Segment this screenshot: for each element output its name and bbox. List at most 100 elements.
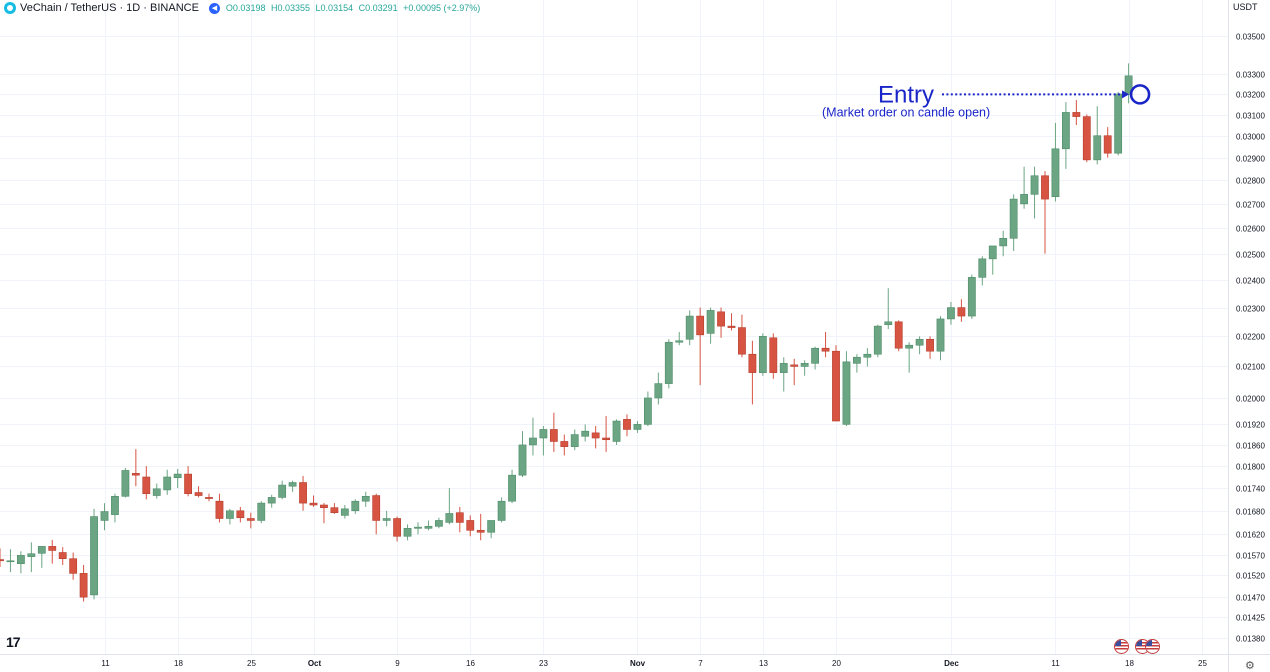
time-tick-label: 11 — [101, 659, 110, 668]
candle — [623, 414, 631, 437]
time-tick-label: 18 — [1125, 659, 1134, 668]
price-tick-label: 0.03300 — [1236, 71, 1265, 80]
candle — [100, 503, 109, 531]
price-axis[interactable]: 0.03500 0.03300 0.03200 0.03100 0.03000 0.029… — [1228, 0, 1266, 672]
price-tick-label: 0.01920 — [1236, 421, 1265, 430]
candle — [633, 421, 642, 433]
candle — [142, 466, 151, 500]
candle — [487, 520, 496, 539]
candle — [758, 333, 767, 376]
candle — [581, 424, 590, 442]
us-flag-icon[interactable] — [1145, 639, 1160, 654]
candle — [852, 354, 861, 373]
time-tick-label: 25 — [247, 659, 256, 668]
candle — [90, 508, 98, 600]
candle — [152, 483, 161, 499]
candle — [1114, 91, 1123, 156]
us-flag-icon[interactable] — [1114, 639, 1129, 654]
candle — [664, 339, 673, 389]
candle — [602, 416, 610, 452]
candle — [16, 551, 25, 574]
candle — [215, 493, 224, 523]
candle — [926, 336, 934, 359]
candle — [205, 493, 213, 502]
price-tick-label: 0.02700 — [1236, 201, 1265, 210]
time-axis[interactable]: 11 18 25 Oct 9 16 23 Nov 7 13 20 Dec 11 18 25 — [0, 654, 1270, 669]
price-tick-label: 0.01800 — [1236, 463, 1265, 472]
candle — [539, 426, 548, 456]
candle — [226, 508, 234, 525]
candle — [863, 348, 872, 367]
candle — [497, 497, 506, 523]
price-tick-label: 0.01520 — [1236, 572, 1265, 581]
price-tick-label: 0.01380 — [1236, 635, 1265, 644]
price-tick-label: 0.02300 — [1236, 305, 1265, 314]
candle — [905, 342, 914, 373]
candle — [236, 506, 245, 523]
candle — [779, 357, 788, 392]
currency-label[interactable]: USDT — [1233, 2, 1258, 12]
time-tick-label: 13 — [759, 659, 768, 668]
price-tick-label: 0.03200 — [1236, 91, 1265, 100]
candle — [403, 524, 412, 541]
vechain-logo-icon — [4, 2, 16, 14]
candle — [288, 480, 297, 492]
candle — [957, 299, 966, 322]
candle — [1093, 106, 1102, 165]
price-tick-label: 0.02000 — [1236, 395, 1265, 404]
price-tick-label: 0.03500 — [1236, 33, 1265, 42]
candle — [508, 469, 516, 504]
candle — [351, 499, 360, 514]
candle — [999, 230, 1008, 257]
time-tick-label: 7 — [698, 659, 703, 668]
candle — [811, 346, 819, 370]
candle — [748, 340, 757, 405]
candle — [769, 333, 778, 379]
candle — [884, 288, 893, 330]
time-tick-label: 9 — [395, 659, 400, 668]
symbol-legend[interactable]: VeChain / TetherUS · 1D · BINANCE ◀ O0.0… — [4, 1, 483, 15]
candle — [873, 324, 882, 358]
candle — [184, 466, 192, 497]
candle — [967, 274, 976, 319]
candle — [821, 331, 830, 358]
time-tick-label: Oct — [308, 659, 322, 668]
candle — [790, 358, 799, 386]
candle — [414, 522, 422, 535]
candle — [69, 552, 78, 580]
candle — [727, 313, 736, 331]
symbol-title[interactable]: VeChain / TetherUS · 1D · BINANCE — [20, 2, 199, 14]
candle — [1041, 171, 1049, 254]
candle — [131, 449, 140, 487]
candle — [48, 539, 57, 564]
price-tick-label: 0.02600 — [1236, 225, 1265, 234]
candle — [121, 467, 130, 498]
candle — [591, 426, 600, 449]
candle — [842, 351, 851, 427]
candle — [549, 412, 558, 452]
candle — [947, 301, 955, 325]
candle — [894, 320, 903, 352]
candle — [434, 517, 443, 529]
candle — [1009, 194, 1018, 252]
candles — [0, 63, 1133, 602]
entry-arrow-head — [1122, 90, 1130, 99]
open-value: O0.03198 — [225, 3, 266, 13]
candle — [1051, 122, 1060, 202]
entry-note: (Market order on candle open) — [822, 105, 990, 119]
rewind-icon[interactable]: ◀ — [208, 2, 220, 14]
time-tick-label: 16 — [466, 659, 475, 668]
gear-icon[interactable]: ⚙ — [1245, 660, 1255, 672]
candle — [111, 493, 119, 523]
candle — [372, 493, 381, 535]
entry-annotation: Entry(Market order on candle open) — [822, 81, 1151, 119]
close-value: C0.03291 — [358, 3, 398, 13]
ohlc-values: O0.03198 H0.03355 L0.03154 C0.03291 +0.0… — [226, 3, 483, 13]
candle — [1062, 102, 1070, 169]
candle — [738, 314, 746, 358]
candle — [361, 491, 370, 507]
candle — [1082, 114, 1091, 163]
candle — [560, 434, 569, 456]
tradingview-logo[interactable]: 17 — [6, 634, 21, 650]
